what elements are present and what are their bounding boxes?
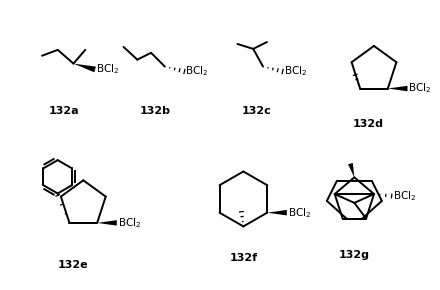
Polygon shape	[348, 163, 354, 177]
Polygon shape	[267, 210, 287, 215]
Text: BCl$_2$: BCl$_2$	[96, 63, 119, 76]
Text: 132g: 132g	[339, 250, 370, 260]
Text: BCl$_2$: BCl$_2$	[284, 65, 307, 78]
Text: 132e: 132e	[58, 260, 89, 270]
Text: 132c: 132c	[241, 106, 271, 116]
Text: BCl$_2$: BCl$_2$	[118, 216, 141, 230]
Polygon shape	[388, 86, 407, 91]
Text: BCl$_2$: BCl$_2$	[408, 81, 432, 95]
Polygon shape	[73, 64, 96, 72]
Text: BCl$_2$: BCl$_2$	[288, 206, 311, 220]
Text: 132d: 132d	[352, 119, 384, 128]
Text: 132b: 132b	[139, 106, 170, 116]
Text: BCl$_2$: BCl$_2$	[185, 65, 209, 78]
Text: 132a: 132a	[48, 106, 79, 116]
Text: 132f: 132f	[229, 253, 257, 263]
Text: BCl$_2$: BCl$_2$	[392, 189, 416, 203]
Polygon shape	[97, 220, 117, 226]
